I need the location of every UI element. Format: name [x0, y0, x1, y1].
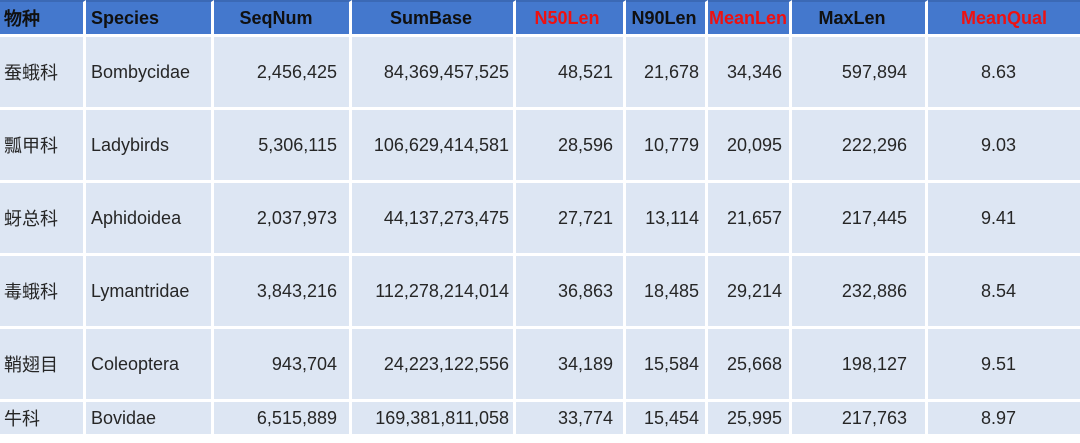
- cell-n50len: 27,721: [516, 183, 626, 256]
- cell-sumbase: 84,369,457,525: [352, 37, 516, 110]
- cell-meanlen: 20,095: [708, 110, 792, 183]
- cell-meanqual: 9.51: [928, 329, 1080, 402]
- cell-sumbase: 24,223,122,556: [352, 329, 516, 402]
- cell-seqnum: 943,704: [214, 329, 352, 402]
- cell-n90len: 10,779: [626, 110, 708, 183]
- cell-meanqual: 9.41: [928, 183, 1080, 256]
- header-row: 物种 Species SeqNum SumBase N50Len N90Len MeanLe…: [0, 0, 1080, 37]
- table-row: 鞘翅目 Coleoptera 943,704 24,223,122,556 34,189…: [0, 329, 1080, 402]
- cell-meanlen: 25,668: [708, 329, 792, 402]
- cell-n50len: 36,863: [516, 256, 626, 329]
- table-body: 蚕蛾科 Bombycidae 2,456,425 84,369,457,525 48,5…: [0, 37, 1080, 437]
- table-row: 瓢甲科 Ladybirds 5,306,115 106,629,414,581 28,5…: [0, 110, 1080, 183]
- cell-n90len: 13,114: [626, 183, 708, 256]
- column-header-maxlen: MaxLen: [792, 0, 928, 37]
- cell-sumbase: 106,629,414,581: [352, 110, 516, 183]
- column-header-cn: 物种: [0, 0, 86, 37]
- cell-species: Coleoptera: [86, 329, 214, 402]
- cell-cn: 鞘翅目: [0, 329, 86, 402]
- table-row: 毒蛾科 Lymantridae 3,843,216 112,278,214,014 36…: [0, 256, 1080, 329]
- cell-seqnum: 3,843,216: [214, 256, 352, 329]
- cell-species: Ladybirds: [86, 110, 214, 183]
- cell-meanlen: 29,214: [708, 256, 792, 329]
- column-header-meanlen: MeanLen: [708, 0, 792, 37]
- cell-sumbase: 112,278,214,014: [352, 256, 516, 329]
- cell-maxlen: 217,763: [792, 402, 928, 437]
- cell-seqnum: 2,456,425: [214, 37, 352, 110]
- column-header-seqnum: SeqNum: [214, 0, 352, 37]
- cell-cn: 蚕蛾科: [0, 37, 86, 110]
- cell-cn: 牛科: [0, 402, 86, 437]
- cell-n90len: 21,678: [626, 37, 708, 110]
- cell-sumbase: 44,137,273,475: [352, 183, 516, 256]
- cell-cn: 蚜总科: [0, 183, 86, 256]
- cell-meanqual: 8.63: [928, 37, 1080, 110]
- cell-maxlen: 222,296: [792, 110, 928, 183]
- cell-seqnum: 6,515,889: [214, 402, 352, 437]
- cell-meanqual: 8.97: [928, 402, 1080, 437]
- cell-maxlen: 198,127: [792, 329, 928, 402]
- table-header: 物种 Species SeqNum SumBase N50Len N90Len MeanLe…: [0, 0, 1080, 37]
- cell-n50len: 34,189: [516, 329, 626, 402]
- column-header-n50len: N50Len: [516, 0, 626, 37]
- cell-seqnum: 2,037,973: [214, 183, 352, 256]
- table-row: 蚕蛾科 Bombycidae 2,456,425 84,369,457,525 48,5…: [0, 37, 1080, 110]
- column-header-sumbase: SumBase: [352, 0, 516, 37]
- cell-meanlen: 25,995: [708, 402, 792, 437]
- cell-maxlen: 217,445: [792, 183, 928, 256]
- cell-maxlen: 597,894: [792, 37, 928, 110]
- cell-species: Bombycidae: [86, 37, 214, 110]
- cell-meanlen: 34,346: [708, 37, 792, 110]
- cell-n90len: 15,584: [626, 329, 708, 402]
- cell-n50len: 28,596: [516, 110, 626, 183]
- cell-sumbase: 169,381,811,058: [352, 402, 516, 437]
- table-row: 蚜总科 Aphidoidea 2,037,973 44,137,273,475 27,7…: [0, 183, 1080, 256]
- column-header-meanqual: MeanQual: [928, 0, 1080, 37]
- cell-n50len: 48,521: [516, 37, 626, 110]
- cell-species: Bovidae: [86, 402, 214, 437]
- cell-cn: 瓢甲科: [0, 110, 86, 183]
- cell-meanlen: 21,657: [708, 183, 792, 256]
- table-row: 牛科 Bovidae 6,515,889 169,381,811,058 33,774 1…: [0, 402, 1080, 437]
- cell-meanqual: 9.03: [928, 110, 1080, 183]
- column-header-species: Species: [86, 0, 214, 37]
- cell-species: Lymantridae: [86, 256, 214, 329]
- cell-meanqual: 8.54: [928, 256, 1080, 329]
- cell-n90len: 15,454: [626, 402, 708, 437]
- column-header-n90len: N90Len: [626, 0, 708, 37]
- cell-cn: 毒蛾科: [0, 256, 86, 329]
- cell-n90len: 18,485: [626, 256, 708, 329]
- cell-n50len: 33,774: [516, 402, 626, 437]
- cell-maxlen: 232,886: [792, 256, 928, 329]
- cell-species: Aphidoidea: [86, 183, 214, 256]
- cell-seqnum: 5,306,115: [214, 110, 352, 183]
